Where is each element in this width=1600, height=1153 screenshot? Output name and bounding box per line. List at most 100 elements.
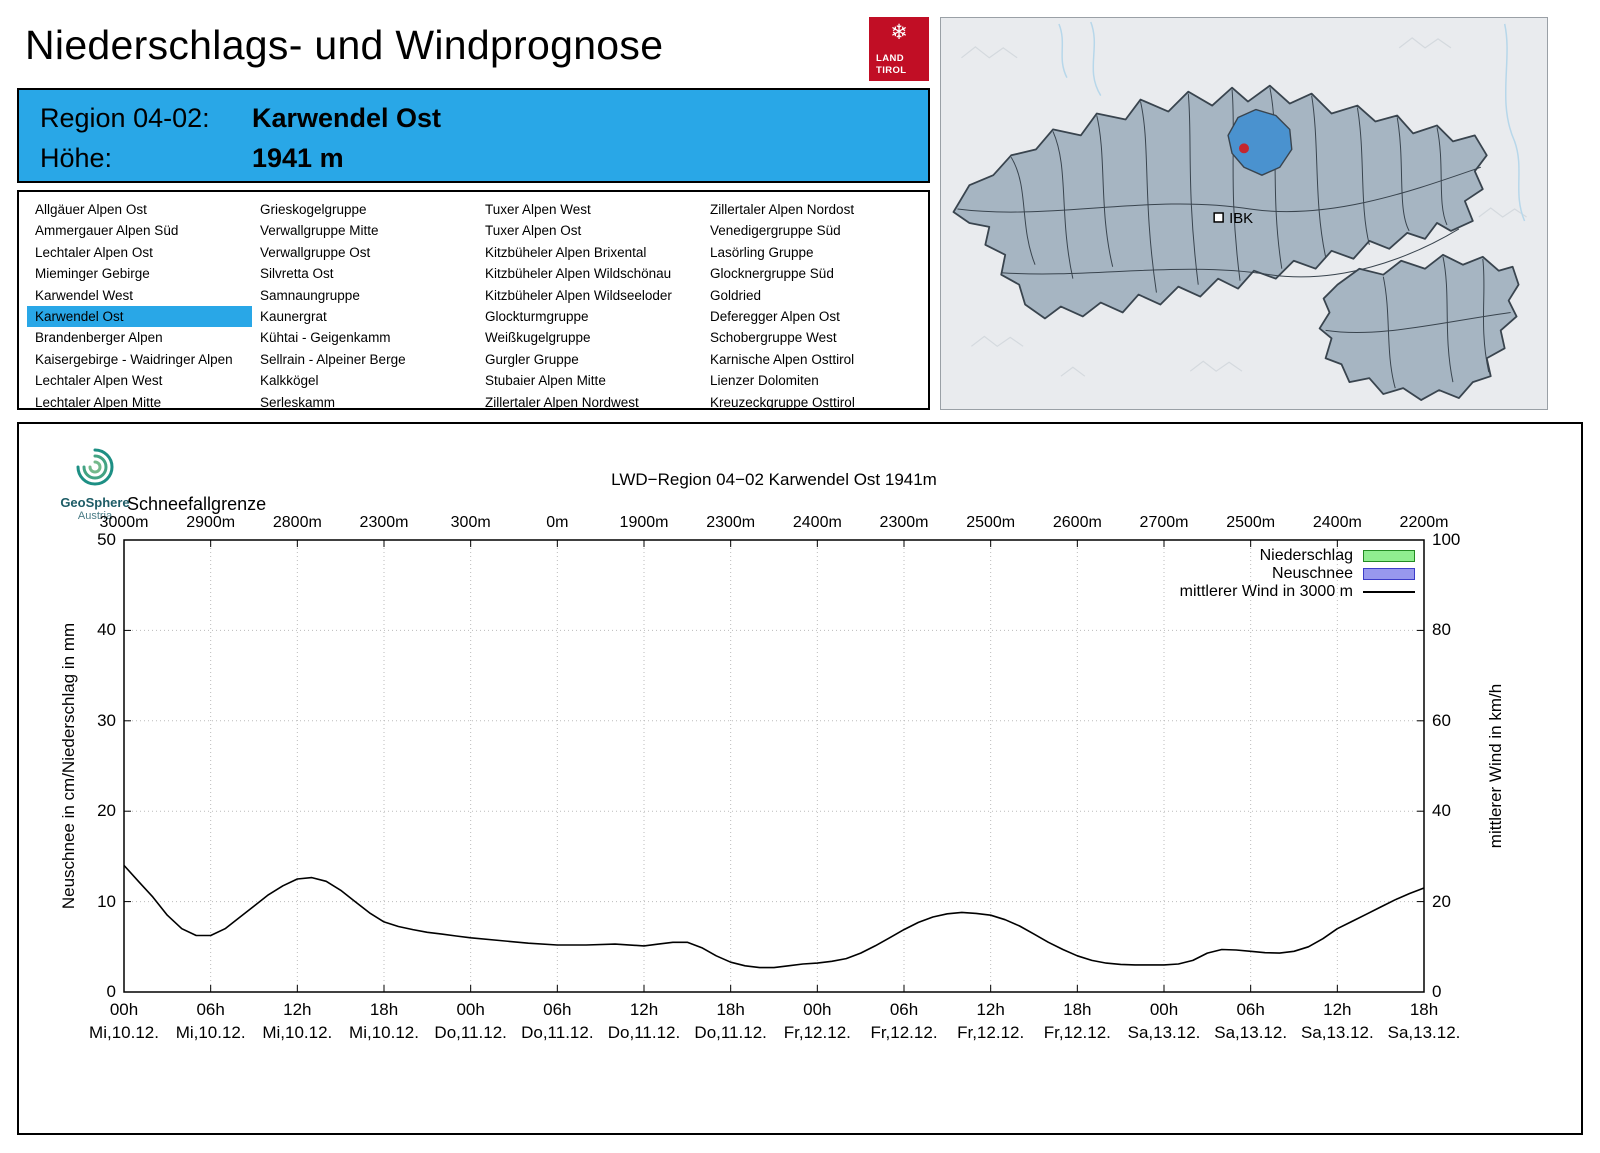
district-borders-east [1325,256,1511,389]
forecast-chart: GeoSphere Austria LWD−Region 04−02 Karwe… [17,422,1583,1135]
region-list-item[interactable]: Kaisergebirge - Waidringer Alpen [35,351,233,367]
snowline-axis-label: Schneefallgrenze [127,494,267,514]
y-tick-label-left: 30 [97,710,116,730]
region-list-item[interactable]: Glocknergruppe Süd [710,266,834,282]
region-list-item[interactable]: Verwallgruppe Ost [260,244,371,260]
region-list-item[interactable]: Kreuzeckgruppe Osttirol [710,394,855,410]
x-tick-day-label: Fr,12.12. [1043,1023,1111,1042]
x-tick-day-label: Fr,12.12. [957,1023,1025,1042]
region-list-item[interactable]: Lasörling Gruppe [710,244,814,260]
map-north-tirol[interactable] [952,84,1488,320]
x-tick-hour-label: 00h [1149,1000,1179,1019]
legend-label: Neuschnee [1272,565,1353,582]
y-tick-label-left: 0 [106,982,116,1001]
x-tick-day-label: Mi,10.12. [349,1023,419,1042]
district-borders-north [957,87,1481,293]
snowline-value: 2800m [272,514,322,531]
region-list-item[interactable]: Stubaier Alpen Mitte [485,373,606,389]
snowline-value: 300m [450,514,491,531]
region-list-item[interactable]: Schobergruppe West [710,330,837,346]
x-tick-hour-label: 18h [1409,1000,1439,1019]
x-tick-day-label: Sa,13.12. [1127,1023,1201,1042]
y-tick-label-right: 20 [1432,891,1451,911]
region-list-item[interactable]: Venedigergruppe Süd [710,223,841,239]
region-list: Allgäuer Alpen Ost Ammergauer Alpen Süd Le… [17,190,930,410]
region-list-item[interactable]: Lechtaler Alpen West [35,373,163,389]
region-list-item[interactable]: Zillertaler Alpen Nordwest [485,394,639,410]
x-tick-hour-label: 00h [456,1000,485,1019]
rivers [1058,21,1526,222]
snowline-value: 2600m [1052,514,1102,531]
snowline-value: 2300m [359,514,409,531]
tirol-region-map[interactable]: IBK [940,17,1548,410]
tirol-map-svg: IBK [941,18,1547,409]
region-list-column: Zillertaler Alpen Nordost Venedigergruppe… [702,199,927,410]
region-label: Region 04-02: [40,102,210,133]
y-tick-label-right: 100 [1432,530,1461,549]
snowline-value: 2900m [186,514,236,531]
x-tick-hour-label: 12h [1323,1000,1352,1019]
region-marker-dot [1239,143,1249,154]
region-list-item[interactable]: Grieskogelgruppe [260,202,367,217]
legend-swatch-box [1363,568,1415,580]
geosphere-name: GeoSphere [60,495,130,510]
chart-title: LWD−Region 04−02 Karwendel Ost 1941m [611,470,937,489]
x-tick-hour-label: 18h [1063,1000,1092,1019]
region-name: Karwendel Ost [252,102,442,133]
x-tick-hour-label: 00h [109,1000,139,1019]
region-list-item[interactable]: Kitzbüheler Alpen Wildschönau [485,266,672,282]
region-list-item[interactable]: Ammergauer Alpen Süd [35,223,179,239]
region-list-item[interactable]: Kitzbüheler Alpen Brixental [485,244,647,260]
snowline-value: 2300m [706,514,756,531]
x-tick-day-label: Do,11.12. [434,1023,507,1042]
region-list-item[interactable]: Karnische Alpen Osttirol [710,351,855,367]
snowline-value: 2500m [1226,514,1276,531]
region-list-item[interactable]: Tuxer Alpen Ost [485,223,582,239]
x-tick-hour-label: 12h [629,1000,659,1019]
region-list-item[interactable]: Kalkkögel [260,373,319,389]
region-list-item[interactable]: Lienzer Dolomiten [710,373,819,389]
x-tick-hour-label: 12h [976,1000,1005,1019]
land-tirol-logo: ❄ LAND TIROL [869,17,929,81]
region-list-item[interactable]: Samnaungruppe [260,287,360,303]
region-list-item[interactable]: Gurgler Gruppe [485,351,579,367]
x-tick-hour-label: 06h [543,1000,572,1019]
x-tick-day-label: Mi,10.12. [262,1023,333,1042]
region-list-item[interactable]: Silvretta Ost [260,266,334,282]
snowflake-icon: ❄ [890,21,908,44]
logo-line1: LAND [876,53,904,65]
region-list-item[interactable]: Kühtai - Geigenkamm [260,330,391,346]
region-list-item[interactable]: Glockturmgruppe [485,308,589,324]
ibk-marker [1213,212,1224,223]
region-list-item[interactable]: Sellrain - Alpeiner Berge [260,351,406,367]
region-list-item[interactable]: Kaunergrat [260,308,327,324]
x-tick-day-label: Sa,13.12. [1300,1023,1374,1042]
altitude-value: 1941 m [252,142,344,173]
region-list-item[interactable]: Tuxer Alpen West [485,202,591,217]
region-list-item[interactable]: Mieminger Gebirge [35,266,150,282]
snowline-value: 0m [546,514,569,531]
region-list-item[interactable]: Kitzbüheler Alpen Wildseeloder [485,287,672,303]
region-list-item-selected[interactable]: Karwendel Ost [27,305,252,328]
y-tick-label-right: 80 [1432,620,1451,640]
region-list-item[interactable]: Verwallgruppe Mitte [260,223,379,239]
region-list-item[interactable]: Deferegger Alpen Ost [710,308,840,324]
x-tick-day-label: Sa,13.12. [1214,1023,1288,1042]
x-tick-hour-label: 06h [889,1000,919,1019]
region-list-item[interactable]: Allgäuer Alpen Ost [35,202,147,217]
region-list-item[interactable]: Karwendel West [35,287,134,303]
region-list-item[interactable]: Lechtaler Alpen Mitte [35,394,162,410]
snowline-value: 2500m [966,514,1016,531]
y-tick-label-left: 50 [97,530,116,549]
region-list-item[interactable]: Brandenberger Alpen [35,330,163,346]
selected-region-shape[interactable] [1227,108,1293,176]
region-list-item[interactable]: Lechtaler Alpen Ost [35,244,153,260]
y-tick-label-left: 40 [97,620,116,640]
region-list-item[interactable]: Weißkugelgruppe [485,330,591,346]
x-tick-day-label: Fr,12.12. [783,1023,851,1042]
x-tick-day-label: Mi,10.12. [89,1023,159,1042]
region-list-item[interactable]: Serleskamm [260,394,336,410]
region-list-item[interactable]: Zillertaler Alpen Nordost [710,202,855,217]
region-list-column: Tuxer Alpen West Tuxer Alpen Ost Kitzbühel… [477,199,702,410]
region-list-item[interactable]: Goldried [710,287,762,303]
